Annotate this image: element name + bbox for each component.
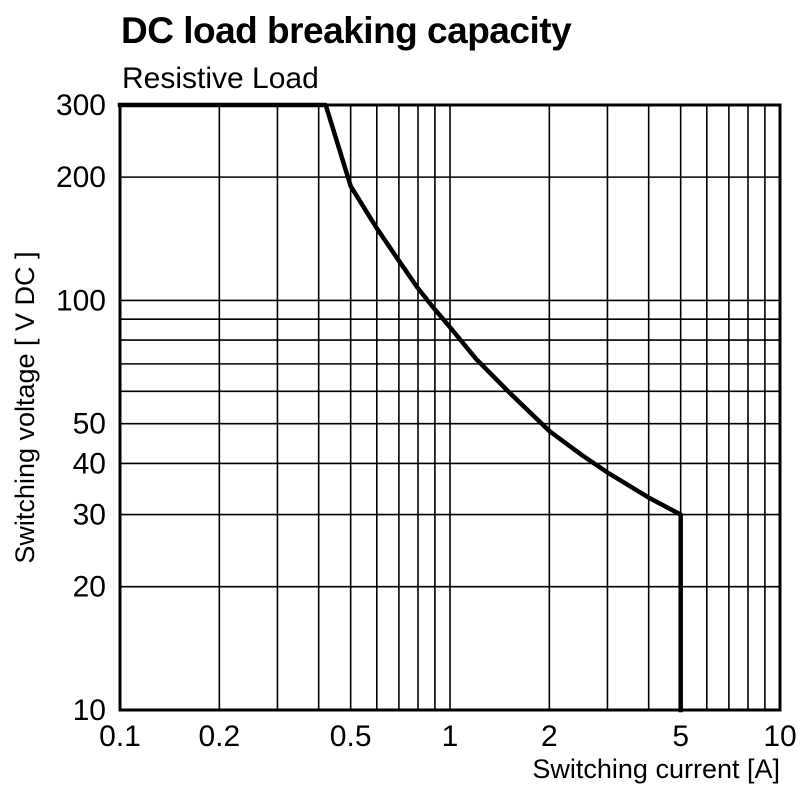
y-tick-label: 20	[73, 571, 106, 604]
y-tick-label: 200	[56, 161, 106, 194]
x-tick-label: 1	[442, 720, 459, 753]
data-curve	[117, 102, 683, 713]
y-tick-label: 50	[73, 408, 106, 441]
x-tick-label: 0.1	[99, 720, 141, 753]
y-axis-title: Switching voltage [ V DC ]	[10, 251, 40, 564]
y-tick-label: 100	[56, 284, 106, 317]
x-axis-title: Switching current [A]	[532, 754, 780, 784]
x-tick-label: 0.5	[330, 720, 372, 753]
chart-title: DC load breaking capacity	[121, 10, 572, 51]
x-tick-label: 5	[672, 720, 689, 753]
x-tick-label: 0.2	[198, 720, 240, 753]
y-tick-label: 30	[73, 499, 106, 532]
y-tick-label: 40	[73, 447, 106, 480]
chart-subtitle: Resistive Load	[122, 62, 319, 95]
y-tick-label: 300	[56, 89, 106, 122]
plot-frame	[118, 103, 782, 712]
x-tick-label: 2	[541, 720, 558, 753]
x-tick-label: 10	[763, 720, 796, 753]
y-tick-label: 10	[73, 694, 106, 727]
